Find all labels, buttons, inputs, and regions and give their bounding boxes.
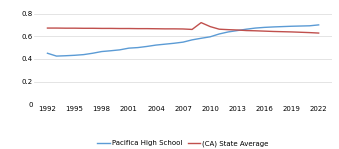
(CA) State Average xyxy=(154,28,158,30)
(CA) State Average xyxy=(317,32,321,34)
Pacifica High School xyxy=(280,26,284,27)
(CA) State Average xyxy=(55,27,59,29)
(CA) State Average xyxy=(109,28,113,29)
(CA) State Average xyxy=(145,28,149,30)
(CA) State Average xyxy=(290,31,294,33)
Pacifica High School xyxy=(208,36,212,38)
(CA) State Average xyxy=(190,28,194,30)
(CA) State Average xyxy=(163,28,167,30)
Pacifica High School xyxy=(172,42,176,44)
Pacifica High School xyxy=(109,50,113,52)
(CA) State Average xyxy=(226,29,230,31)
Pacifica High School xyxy=(253,27,257,29)
Pacifica High School xyxy=(136,47,140,48)
Pacifica High School xyxy=(290,25,294,27)
Pacifica High School xyxy=(91,52,95,54)
(CA) State Average xyxy=(82,27,86,29)
(CA) State Average xyxy=(299,31,303,33)
Pacifica High School xyxy=(299,25,303,27)
(CA) State Average xyxy=(235,29,239,31)
Pacifica High School xyxy=(154,44,158,46)
(CA) State Average xyxy=(199,22,203,24)
Pacifica High School xyxy=(181,41,185,43)
Pacifica High School xyxy=(244,28,248,30)
Pacifica High School xyxy=(55,55,59,57)
Pacifica High School xyxy=(82,54,86,56)
Pacifica High School xyxy=(317,24,321,26)
Pacifica High School xyxy=(163,43,167,45)
(CA) State Average xyxy=(127,28,131,29)
Pacifica High School xyxy=(199,37,203,39)
Pacifica High School xyxy=(235,30,239,31)
Legend: Pacifica High School, (CA) State Average: Pacifica High School, (CA) State Average xyxy=(95,138,272,149)
Pacifica High School xyxy=(190,39,194,41)
(CA) State Average xyxy=(217,28,221,30)
(CA) State Average xyxy=(253,30,257,32)
(CA) State Average xyxy=(181,28,185,30)
(CA) State Average xyxy=(172,28,176,30)
(CA) State Average xyxy=(262,30,266,32)
(CA) State Average xyxy=(272,31,276,32)
Pacifica High School xyxy=(118,49,122,51)
Pacifica High School xyxy=(262,27,266,28)
Pacifica High School xyxy=(73,54,77,56)
(CA) State Average xyxy=(118,28,122,29)
(CA) State Average xyxy=(63,27,67,29)
Pacifica High School xyxy=(272,26,276,28)
Pacifica High School xyxy=(100,51,104,52)
(CA) State Average xyxy=(91,27,95,29)
(CA) State Average xyxy=(307,32,312,34)
Pacifica High School xyxy=(63,55,67,57)
Line: (CA) State Average: (CA) State Average xyxy=(47,23,319,33)
Pacifica High School xyxy=(45,52,49,54)
(CA) State Average xyxy=(73,27,77,29)
(CA) State Average xyxy=(208,26,212,27)
(CA) State Average xyxy=(280,31,284,33)
Line: Pacifica High School: Pacifica High School xyxy=(47,25,319,56)
Pacifica High School xyxy=(226,31,230,33)
(CA) State Average xyxy=(136,28,140,30)
Pacifica High School xyxy=(217,33,221,35)
(CA) State Average xyxy=(45,27,49,29)
Pacifica High School xyxy=(127,47,131,49)
(CA) State Average xyxy=(100,28,104,29)
(CA) State Average xyxy=(244,30,248,31)
Pacifica High School xyxy=(145,46,149,47)
Pacifica High School xyxy=(307,25,312,27)
